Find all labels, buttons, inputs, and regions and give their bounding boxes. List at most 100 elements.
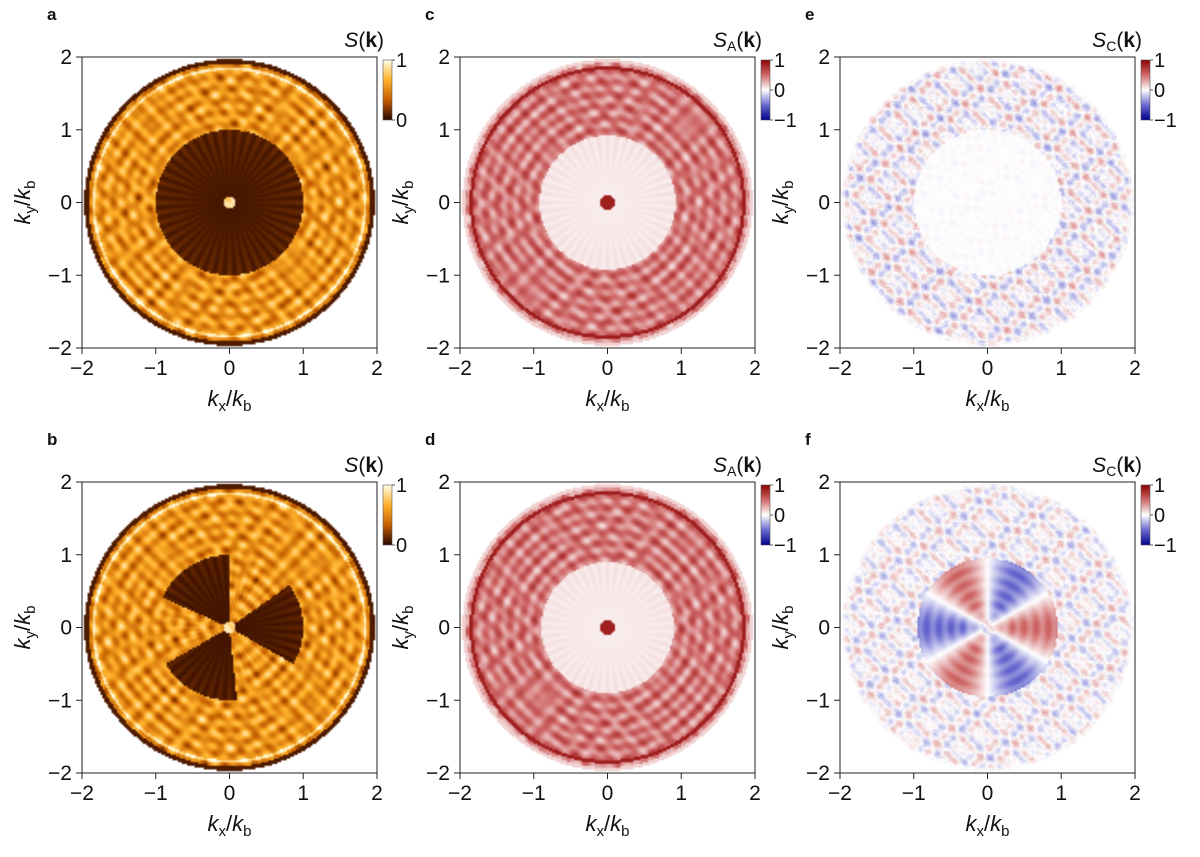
colorbar-tick-label-a-1: 0 — [396, 110, 407, 132]
y-tick-label-b-4: 2 — [60, 471, 72, 494]
y-tick-label-b-0: −2 — [48, 762, 72, 785]
y-tick-label-c-0: −2 — [426, 337, 450, 360]
y-axis-label-c: ky/kb — [388, 181, 417, 225]
colorbar-b — [382, 484, 393, 546]
x-axis-label-d: kx/kb — [586, 811, 630, 840]
x-tick-label-d-4: 2 — [749, 782, 761, 805]
x-axis-label-b: kx/kb — [208, 811, 252, 840]
heatmap-a — [82, 57, 377, 348]
colorbar-tick-label-a-0: 1 — [396, 50, 407, 72]
x-tick-label-f-1: −1 — [902, 782, 926, 805]
x-tick-label-e-2: 0 — [982, 357, 994, 380]
panel-letter-f: f — [805, 430, 811, 449]
x-tick-label-c-3: 1 — [675, 357, 687, 380]
colorbar-tick-label-e-2: −1 — [1154, 110, 1177, 132]
colorbar-tick-label-c-0: 1 — [774, 50, 785, 72]
x-tick-label-b-2: 0 — [224, 782, 236, 805]
x-tick-label-d-0: −2 — [448, 782, 472, 805]
x-tick-label-d-2: 0 — [602, 782, 614, 805]
colorbar-title-b: S(k) — [344, 454, 384, 477]
heatmap-e — [840, 57, 1135, 348]
y-tick-label-d-4: 2 — [438, 471, 450, 494]
panel-e: −2 −1 0 1 2 −2 −1 0 1 2 kx/kb ky/kb e 1 0 −1 SC(k) — [768, 5, 1177, 415]
x-tick-label-e-3: 1 — [1055, 357, 1067, 380]
panel-b: −2 −1 0 1 2 −2 −1 0 1 2 kx/kb ky/kb b 1 0 S(k) — [10, 430, 407, 840]
colorbar-tick-label-d-0: 1 — [774, 475, 785, 497]
y-tick-label-a-3: 1 — [60, 119, 72, 142]
colorbar-tick-label-c-2: −1 — [774, 110, 797, 132]
y-tick-label-f-1: −1 — [806, 689, 830, 712]
x-tick-label-c-1: −1 — [522, 357, 546, 380]
x-axis-label-f: kx/kb — [966, 811, 1010, 840]
colorbar-tick-label-e-1: 0 — [1154, 80, 1165, 102]
panel-f: −2 −1 0 1 2 −2 −1 0 1 2 kx/kb ky/kb f 1 0 −1 SC(k) — [768, 430, 1177, 840]
y-tick-label-e-2: 0 — [818, 192, 830, 215]
y-tick-label-b-2: 0 — [60, 617, 72, 640]
heatmap-c — [460, 57, 755, 348]
x-tick-label-e-1: −1 — [902, 357, 926, 380]
x-tick-label-a-4: 2 — [371, 357, 383, 380]
x-tick-label-a-1: −1 — [144, 357, 168, 380]
y-tick-label-e-1: −1 — [806, 264, 830, 287]
colorbar-tick-label-d-1: 0 — [774, 505, 785, 527]
y-axis-label-b: ky/kb — [10, 606, 39, 650]
colorbar-tick-label-b-1: 0 — [396, 535, 407, 557]
y-tick-label-d-3: 1 — [438, 544, 450, 567]
colorbar-tick-label-f-1: 0 — [1154, 505, 1165, 527]
x-tick-label-c-0: −2 — [448, 357, 472, 380]
colorbar-a — [382, 59, 393, 121]
colorbar-e — [1140, 59, 1151, 121]
panel-letter-d: d — [425, 430, 435, 449]
y-axis-label-f: ky/kb — [768, 606, 797, 650]
colorbar-tick-label-f-0: 1 — [1154, 475, 1165, 497]
colorbar-f — [1140, 484, 1151, 546]
colorbar-tick-label-e-0: 1 — [1154, 50, 1165, 72]
x-axis-label-e: kx/kb — [966, 386, 1010, 415]
y-tick-label-a-4: 2 — [60, 46, 72, 69]
y-tick-label-e-3: 1 — [818, 119, 830, 142]
y-tick-label-e-0: −2 — [806, 337, 830, 360]
heatmap-d — [460, 482, 755, 773]
y-tick-label-d-2: 0 — [438, 617, 450, 640]
x-tick-label-f-0: −2 — [828, 782, 852, 805]
y-tick-label-f-2: 0 — [818, 617, 830, 640]
x-axis-label-a: kx/kb — [208, 386, 252, 415]
y-tick-label-f-4: 2 — [818, 471, 830, 494]
heatmap-f — [840, 482, 1135, 773]
colorbar-title-d: SA(k) — [713, 454, 762, 479]
x-tick-label-d-3: 1 — [675, 782, 687, 805]
colorbar-c — [760, 59, 771, 121]
y-tick-label-d-1: −1 — [426, 689, 450, 712]
colorbar-d — [760, 484, 771, 546]
x-axis-label-c: kx/kb — [586, 386, 630, 415]
colorbar-title-c: SA(k) — [713, 29, 762, 54]
x-tick-label-d-1: −1 — [522, 782, 546, 805]
heatmap-b — [82, 482, 377, 773]
x-tick-label-c-2: 0 — [602, 357, 614, 380]
x-tick-label-a-2: 0 — [224, 357, 236, 380]
panel-letter-e: e — [805, 5, 814, 24]
panel-letter-a: a — [47, 5, 57, 24]
y-axis-label-e: ky/kb — [768, 181, 797, 225]
x-tick-label-f-4: 2 — [1129, 782, 1141, 805]
y-tick-label-b-3: 1 — [60, 544, 72, 567]
x-tick-label-b-3: 1 — [297, 782, 309, 805]
panel-letter-c: c — [425, 5, 434, 24]
y-tick-label-c-2: 0 — [438, 192, 450, 215]
y-tick-label-c-1: −1 — [426, 264, 450, 287]
colorbar-tick-label-b-0: 1 — [396, 475, 407, 497]
y-tick-label-a-0: −2 — [48, 337, 72, 360]
y-tick-label-a-2: 0 — [60, 192, 72, 215]
y-tick-label-b-1: −1 — [48, 689, 72, 712]
y-tick-label-a-1: −1 — [48, 264, 72, 287]
y-tick-label-f-0: −2 — [806, 762, 830, 785]
x-tick-label-c-4: 2 — [749, 357, 761, 380]
y-tick-label-c-3: 1 — [438, 119, 450, 142]
x-tick-label-b-4: 2 — [371, 782, 383, 805]
y-tick-label-e-4: 2 — [818, 46, 830, 69]
x-tick-label-e-4: 2 — [1129, 357, 1141, 380]
x-tick-label-f-2: 0 — [982, 782, 994, 805]
panel-a: −2 −1 0 1 2 −2 −1 0 1 2 kx/kb ky/kb a 1 0 S(k) — [10, 5, 407, 415]
y-axis-label-a: ky/kb — [10, 181, 39, 225]
panel-d: −2 −1 0 1 2 −2 −1 0 1 2 kx/kb ky/kb d 1 0 −1 SA(k) — [388, 430, 797, 840]
